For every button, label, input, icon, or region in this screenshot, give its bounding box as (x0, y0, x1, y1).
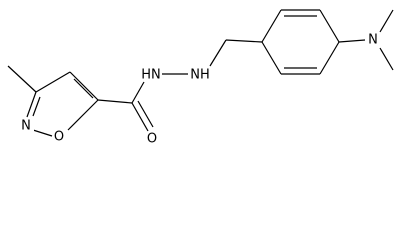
atom-label: N (21, 119, 31, 134)
bonds (7, 9, 394, 137)
atom-label: O (54, 130, 64, 145)
atom-label: HN (141, 68, 161, 83)
label-bg (20, 118, 34, 134)
atom-label: N (368, 33, 378, 48)
atom-label: O (147, 132, 157, 147)
atom-label: NH (190, 68, 210, 83)
molecule-diagram: N O O HN NH N (7, 9, 394, 147)
